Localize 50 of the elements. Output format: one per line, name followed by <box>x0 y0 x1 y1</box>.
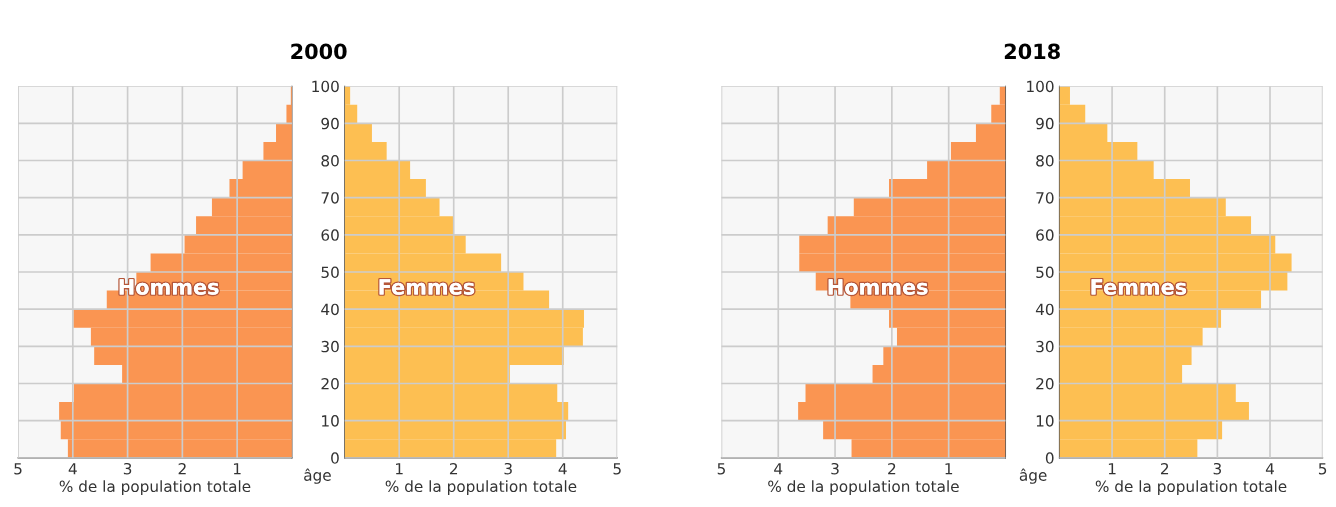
x-tick-label: 5 <box>1318 463 1327 475</box>
chart-title: 2000 <box>291 43 347 60</box>
x-tick-label: 5 <box>717 463 725 475</box>
y-tick-label: 90 <box>321 117 339 130</box>
y-tick-label: 70 <box>321 192 339 204</box>
x-tick-label: 4 <box>558 463 567 475</box>
y-tick-label: 60 <box>1036 229 1054 241</box>
x-tick-label: 3 <box>1213 462 1221 475</box>
y-tick-label: 20 <box>1036 377 1054 390</box>
x-tick-label: 1 <box>1108 463 1116 475</box>
y-tick-label: 20 <box>321 377 339 390</box>
x-tick-label: 3 <box>123 462 132 475</box>
y-tick-label: 100 <box>312 80 339 93</box>
y-tick-label: 60 <box>321 229 339 241</box>
x-tick-label: 1 <box>396 463 403 475</box>
x-axis-title: % de la population totale <box>768 480 959 496</box>
chart-title: 2018 <box>1004 43 1060 60</box>
x-tick-label: 1 <box>945 463 953 475</box>
y-tick-label: 10 <box>322 415 339 427</box>
y-tick-label: 0 <box>331 452 339 464</box>
x-tick-label: 2 <box>888 462 896 475</box>
y-tick-label: 90 <box>1036 117 1054 130</box>
y-tick-label: 0 <box>1045 452 1054 464</box>
y-axis-title: âge <box>304 468 331 484</box>
x-tick-label: 5 <box>14 463 22 475</box>
x-tick-label: 4 <box>68 463 77 475</box>
y-axis-title: âge <box>1019 468 1047 484</box>
y-tick-label: 100 <box>1027 80 1054 93</box>
y-tick-label: 40 <box>321 303 339 316</box>
y-tick-label: 40 <box>1035 303 1054 316</box>
x-tick-label: 5 <box>613 463 621 475</box>
y-tick-label: 30 <box>321 340 339 353</box>
y-tick-label: 80 <box>1036 154 1054 167</box>
x-axis-title: % de la population totale <box>1095 480 1287 496</box>
x-axis-title: % de la population totale <box>59 480 251 496</box>
y-tick-label: 50 <box>321 266 339 279</box>
x-tick-label: 1 <box>233 463 241 475</box>
x-tick-label: 2 <box>178 462 186 475</box>
x-tick-label: 3 <box>831 462 839 475</box>
y-tick-label: 50 <box>1036 266 1054 279</box>
y-tick-label: 30 <box>1036 340 1054 353</box>
x-tick-label: 2 <box>449 462 458 475</box>
y-tick-label: 80 <box>321 154 339 167</box>
y-tick-label: 10 <box>1036 415 1054 427</box>
x-tick-label: 2 <box>1160 462 1169 475</box>
x-tick-label: 4 <box>774 463 783 475</box>
x-tick-label: 4 <box>1265 463 1274 475</box>
y-tick-label: 70 <box>1036 192 1054 204</box>
x-tick-label: 3 <box>504 462 512 475</box>
x-axis-title: % de la population totale <box>385 480 577 496</box>
